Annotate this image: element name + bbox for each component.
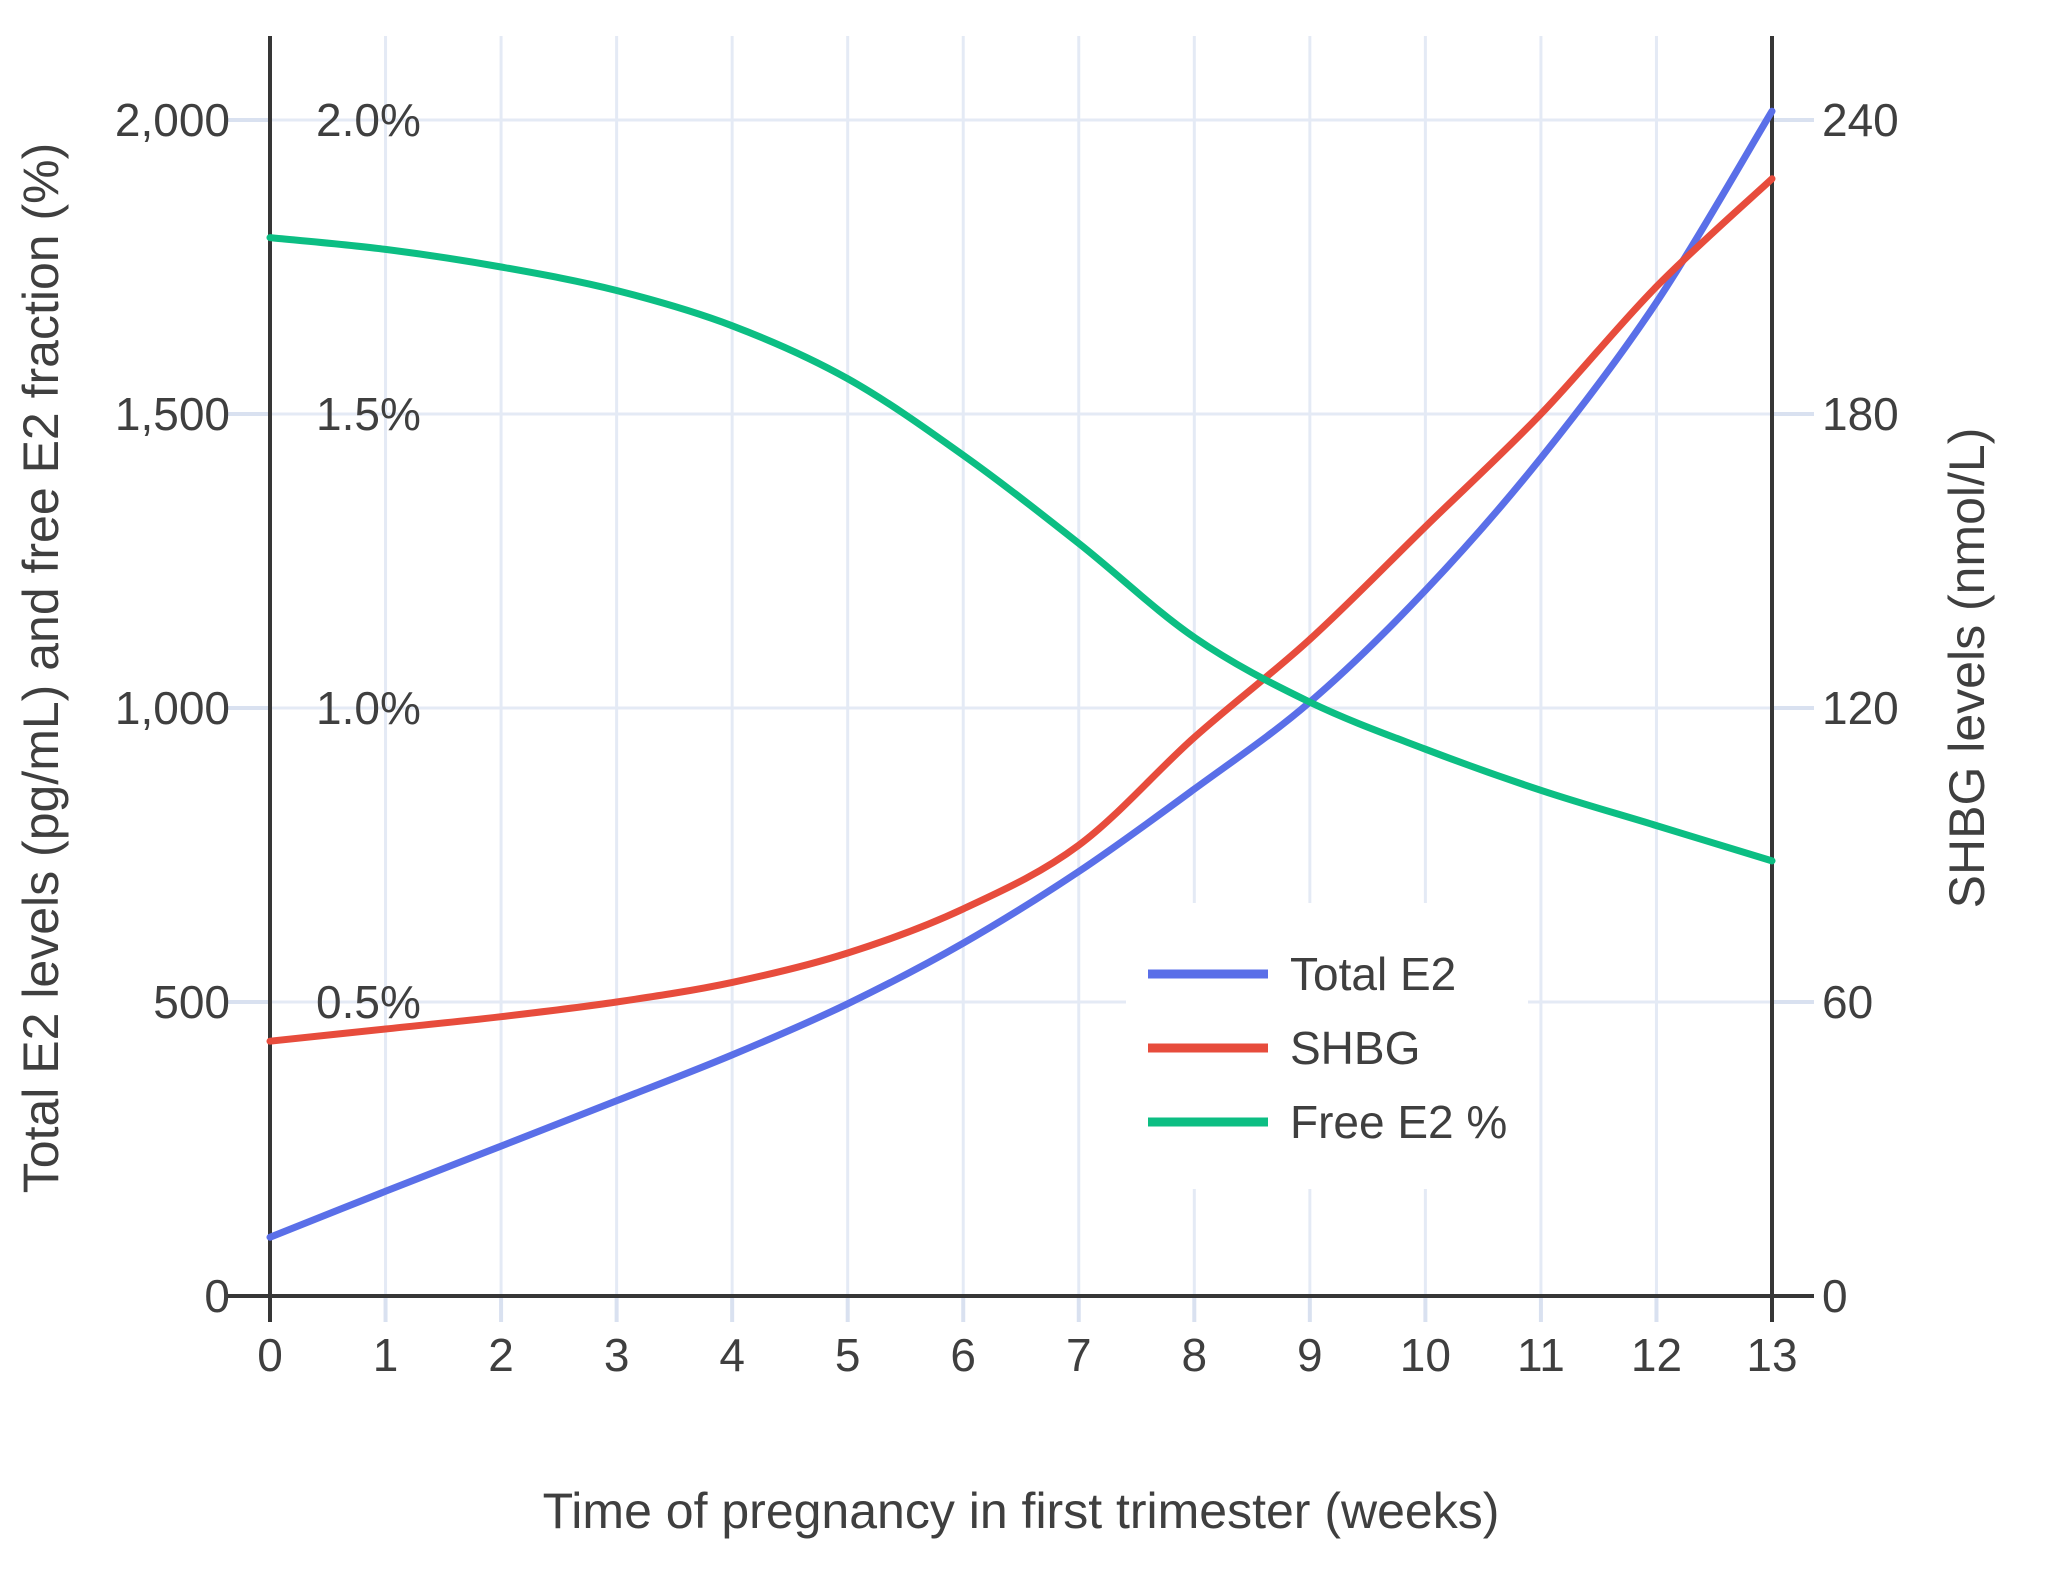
left-tick-label-1500: 1,500 bbox=[115, 388, 230, 440]
pct-label-1.0%: 1.0% bbox=[316, 682, 421, 734]
x-tick-label-8: 8 bbox=[1182, 1329, 1208, 1381]
legend: Total E2 SHBG Free E2 % bbox=[1126, 903, 1528, 1189]
legend-label-total-e2: Total E2 bbox=[1290, 948, 1456, 1000]
pct-label-2.0%: 2.0% bbox=[316, 94, 421, 146]
right-tick-label-180: 180 bbox=[1822, 388, 1899, 440]
x-tick-label-4: 4 bbox=[719, 1329, 745, 1381]
tick-labels: 05001,0001,5002,0000.5%1.0%1.5%2.0%06012… bbox=[115, 94, 1899, 1381]
pct-label-1.5%: 1.5% bbox=[316, 388, 421, 440]
right-tick-label-0: 0 bbox=[1822, 1270, 1848, 1322]
left-tick-label-0: 0 bbox=[204, 1270, 230, 1322]
x-tick-label-12: 12 bbox=[1631, 1329, 1682, 1381]
right-tick-label-120: 120 bbox=[1822, 682, 1899, 734]
x-tick-label-1: 1 bbox=[373, 1329, 399, 1381]
left-tick-label-1000: 1,000 bbox=[115, 682, 230, 734]
right-y-axis-title: SHBG levels (nmol/L) bbox=[1939, 428, 1995, 909]
x-axis-title: Time of pregnancy in first trimester (we… bbox=[543, 1483, 1500, 1539]
series-line-free-e2 bbox=[266, 234, 1776, 865]
legend-item-total-e2[interactable]: Total E2 bbox=[1148, 948, 1456, 1000]
legend-item-shbg[interactable]: SHBG bbox=[1148, 1022, 1420, 1074]
right-tick-label-240: 240 bbox=[1822, 94, 1899, 146]
axis-spines bbox=[228, 36, 1814, 1322]
x-tick-label-3: 3 bbox=[604, 1329, 630, 1381]
x-tick-label-5: 5 bbox=[835, 1329, 861, 1381]
left-y-axis-title: Total E2 levels (pg/mL) and free E2 frac… bbox=[13, 143, 69, 1193]
x-tick-label-13: 13 bbox=[1746, 1329, 1797, 1381]
series-line-shbg bbox=[266, 175, 1776, 1045]
left-tick-label-500: 500 bbox=[153, 976, 230, 1028]
x-tick-label-0: 0 bbox=[257, 1329, 283, 1381]
legend-label-free-e2: Free E2 % bbox=[1290, 1096, 1507, 1148]
legend-item-free-e2[interactable]: Free E2 % bbox=[1148, 1096, 1507, 1148]
x-tick-label-7: 7 bbox=[1066, 1329, 1092, 1381]
legend-label-shbg: SHBG bbox=[1290, 1022, 1420, 1074]
x-tick-label-6: 6 bbox=[950, 1329, 976, 1381]
right-tick-label-60: 60 bbox=[1822, 976, 1873, 1028]
x-tick-label-11: 11 bbox=[1517, 1329, 1565, 1381]
series-line-total-e2 bbox=[266, 107, 1776, 1241]
pct-label-0.5%: 0.5% bbox=[316, 976, 421, 1028]
data-series bbox=[266, 107, 1776, 1241]
x-tick-label-9: 9 bbox=[1297, 1329, 1323, 1381]
x-tick-label-10: 10 bbox=[1400, 1329, 1451, 1381]
left-tick-label-2000: 2,000 bbox=[115, 94, 230, 146]
x-tick-label-2: 2 bbox=[488, 1329, 514, 1381]
